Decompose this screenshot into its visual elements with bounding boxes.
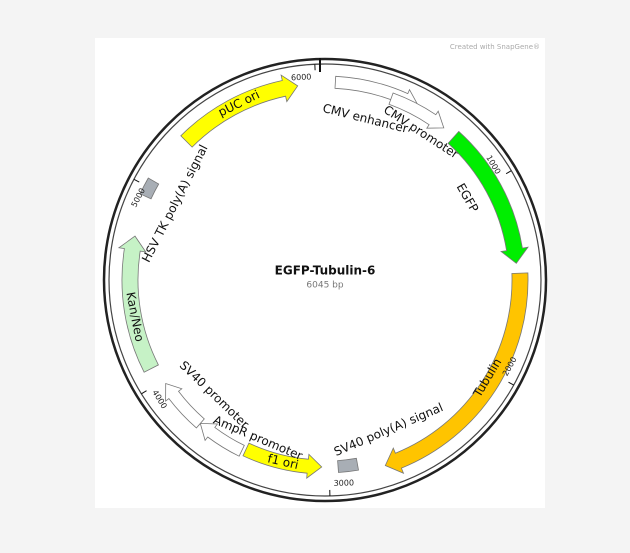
feature-arrow bbox=[165, 382, 205, 429]
backbone-inner bbox=[108, 63, 542, 497]
plasmid-name: EGFP-Tubulin-6 bbox=[275, 264, 376, 278]
tick-mark bbox=[508, 381, 514, 386]
feature-arrow bbox=[180, 74, 299, 148]
feature-arrow bbox=[139, 177, 160, 200]
plasmid-size: 6045 bp bbox=[306, 281, 343, 291]
watermark: Created with SnapGene® bbox=[450, 43, 540, 51]
tick-label: 3000 bbox=[334, 478, 355, 487]
feature-arrow bbox=[199, 422, 245, 457]
feature-arrow bbox=[117, 235, 159, 373]
tick-mark bbox=[133, 178, 140, 183]
feature-arrow bbox=[242, 442, 323, 479]
feature-arrow bbox=[337, 457, 359, 473]
tick-label: 6000 bbox=[291, 72, 312, 82]
feature-arrow bbox=[384, 272, 529, 475]
tick-mark bbox=[505, 170, 512, 175]
feature-label: f1 ori bbox=[266, 451, 300, 472]
backbone-outer bbox=[102, 57, 548, 503]
tick-mark bbox=[141, 390, 147, 395]
feature-arrow bbox=[447, 130, 529, 264]
feature-arrow bbox=[388, 92, 445, 129]
